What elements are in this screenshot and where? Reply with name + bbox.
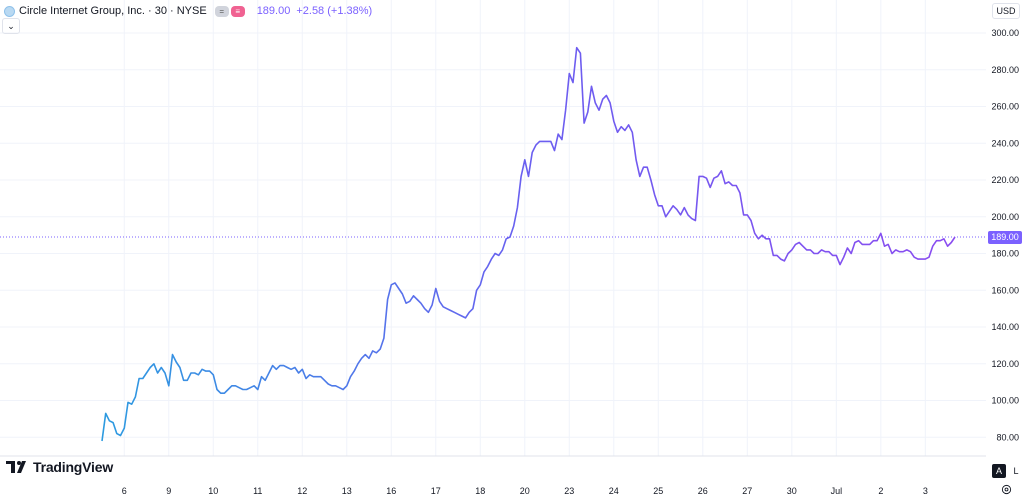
- y-tick-label: 140.00: [991, 322, 1019, 332]
- x-tick-label: 20: [520, 486, 530, 496]
- collapse-legend-button[interactable]: ⌄: [2, 18, 20, 34]
- log-scale-button[interactable]: L: [1013, 466, 1019, 476]
- legend-change: +2.58 (+1.38%): [296, 5, 373, 17]
- x-tick-label: Jul: [831, 486, 843, 496]
- x-tick-label: 9: [166, 486, 171, 496]
- settings-icon[interactable]: [1001, 484, 1012, 495]
- y-tick-label: 100.00: [991, 396, 1019, 406]
- hide-legend-button[interactable]: =: [214, 5, 229, 17]
- x-tick-label: 17: [431, 486, 441, 496]
- y-tick-label: 280.00: [991, 65, 1019, 75]
- y-tick-label: 180.00: [991, 249, 1019, 259]
- y-tick-label: 240.00: [991, 138, 1019, 148]
- y-tick-label: 260.00: [991, 102, 1019, 112]
- legend-price: 189.00: [256, 5, 291, 17]
- x-tick-label: 3: [923, 486, 928, 496]
- brand-name: TradingView: [33, 459, 114, 475]
- y-tick-label: 120.00: [991, 359, 1019, 369]
- chevron-down-icon: ⌄: [7, 21, 15, 31]
- price-series-line: [101, 46, 956, 442]
- price-axis[interactable]: 80.00 100.00 120.00 140.00 160.00 180.00 200.0…: [991, 28, 1019, 442]
- last-price-label: 189.00: [988, 230, 1022, 244]
- x-tick-label: 18: [475, 486, 485, 496]
- x-tick-label: 6: [122, 486, 127, 496]
- x-tick-label: 13: [342, 486, 352, 496]
- x-tick-label: 27: [742, 486, 752, 496]
- currency-button[interactable]: USD: [992, 3, 1020, 19]
- more-options-button[interactable]: ≡: [230, 5, 245, 17]
- symbol-title[interactable]: Circle Internet Group, Inc. · 30 · NYSE: [19, 5, 207, 17]
- y-tick-label: 200.00: [991, 212, 1019, 222]
- chart-grid: [0, 0, 986, 456]
- x-tick-label: 10: [208, 486, 218, 496]
- y-tick-label: 80.00: [996, 432, 1019, 442]
- x-tick-label: 12: [297, 486, 307, 496]
- y-tick-label: 220.00: [991, 175, 1019, 185]
- time-axis[interactable]: 6 9 10 11 12 13 16 17 18 20 23 24 25 26 27 30 Jul 2 3: [122, 486, 928, 496]
- tradingview-logo-icon: [6, 461, 30, 473]
- symbol-legend[interactable]: Circle Internet Group, Inc. · 30 · NYSE …: [4, 3, 372, 19]
- x-tick-label: 25: [653, 486, 663, 496]
- tradingview-brand[interactable]: TradingView: [6, 459, 113, 475]
- y-tick-label: 160.00: [991, 285, 1019, 295]
- x-tick-label: 26: [698, 486, 708, 496]
- x-tick-label: 16: [386, 486, 396, 496]
- auto-scale-button[interactable]: A: [992, 464, 1006, 478]
- x-tick-label: 30: [787, 486, 797, 496]
- symbol-logo-icon: [4, 5, 15, 17]
- x-tick-label: 2: [878, 486, 883, 496]
- x-tick-label: 11: [253, 486, 262, 496]
- x-tick-label: 23: [564, 486, 574, 496]
- x-tick-label: 24: [609, 486, 619, 496]
- y-tick-label: 300.00: [991, 28, 1019, 38]
